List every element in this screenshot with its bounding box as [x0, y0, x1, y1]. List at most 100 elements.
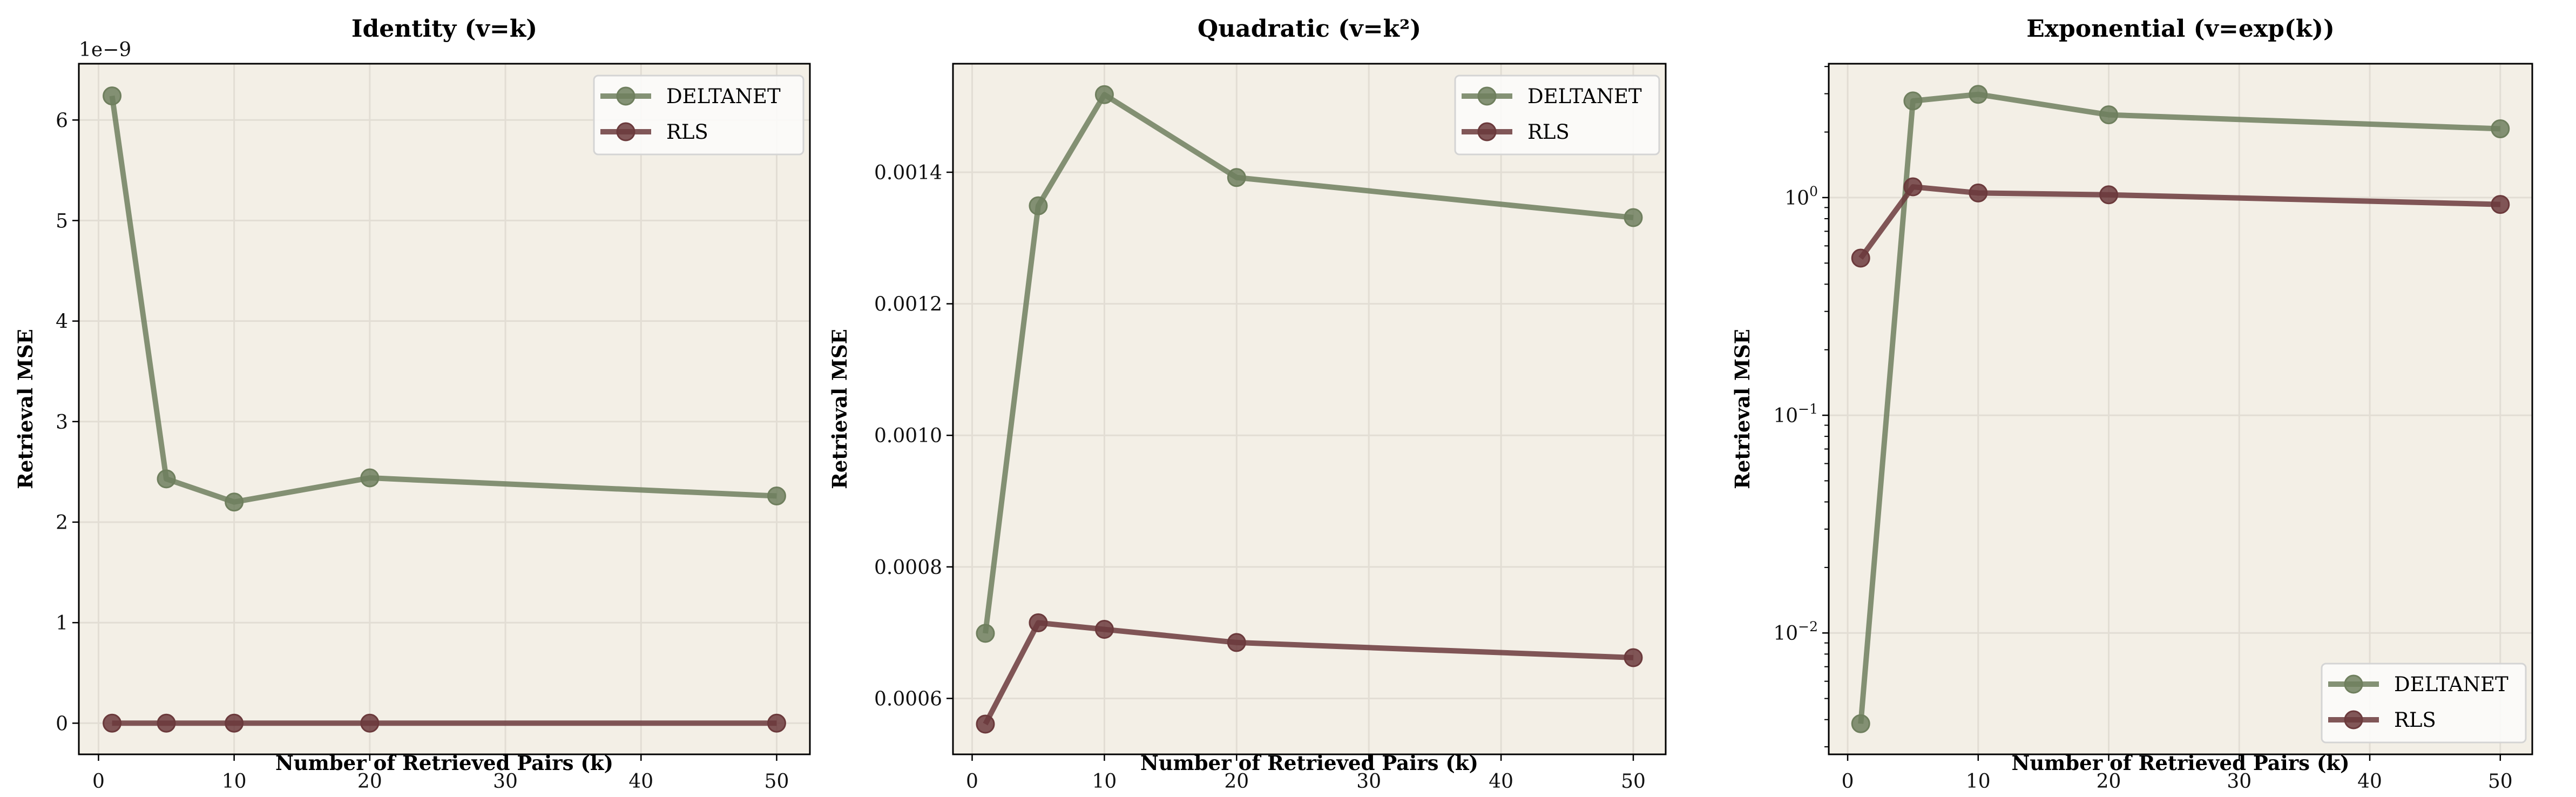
data-point-deltanet [976, 624, 995, 643]
plot-area [1829, 64, 2532, 754]
legend-marker-deltanet [1477, 86, 1497, 106]
data-point-deltanet [1227, 168, 1246, 187]
subplot-3: 0 10 20 30 40 5010−210−1100DELTANETRLSExponen… [1730, 15, 2533, 793]
y-tick-label: 0.0010 [874, 425, 942, 447]
x-tick-label: 30 [493, 771, 518, 793]
x-tick-label: 40 [1489, 771, 1513, 793]
data-point-deltanet [2491, 119, 2510, 139]
x-axis-label: Number of Retrieved Pairs (k) [1140, 751, 1478, 775]
legend-label: RLS [2394, 708, 2436, 732]
data-point-deltanet [360, 468, 380, 488]
subplot-title: Quadratic (v=k²) [1198, 15, 1421, 43]
data-point-deltanet [1029, 196, 1048, 215]
subplot-title: Identity (v=k) [351, 15, 537, 43]
legend: DELTANET RLS [2321, 663, 2527, 744]
legend-label: RLS [666, 120, 708, 144]
axes-frame [1828, 63, 2533, 755]
data-point-deltanet [103, 86, 122, 106]
data-point-rls [1029, 613, 1048, 632]
plot-area [79, 64, 810, 754]
x-tick-label: 40 [2357, 771, 2382, 793]
legend: DELTANET RLS [1454, 75, 1660, 156]
legend-label: DELTANET [1527, 85, 1642, 108]
y-tick-label: 2 [56, 512, 68, 534]
y-axis-label: Retrieval MSE [13, 329, 37, 489]
x-tick-label: 0 [966, 771, 978, 793]
subplot-title: Exponential (v=exp(k)) [2026, 15, 2335, 43]
y-tick-label: 0 [56, 713, 68, 735]
legend-marker-deltanet [616, 86, 635, 106]
x-tick-label: 10 [1966, 771, 1991, 793]
data-point-deltanet [1903, 91, 1923, 111]
x-axis-label: Number of Retrieved Pairs (k) [2011, 751, 2349, 775]
data-point-rls [225, 713, 244, 733]
subplot-2: 0 10 20 30 40 50 0.0006 0.0008 0.0010 0.0012 0.001… [828, 15, 1667, 793]
legend-label: RLS [1527, 120, 1570, 144]
tick-base: 10 [1784, 187, 1809, 210]
tick-exponent: −2 [1798, 619, 1818, 634]
tick-exponent: −1 [1798, 401, 1818, 417]
x-tick-label: 20 [2097, 771, 2121, 793]
data-point-rls [1624, 648, 1643, 667]
y-tick-label: 3 [56, 411, 68, 434]
y-tick-label: 0.0006 [874, 688, 942, 710]
data-point-rls [360, 713, 380, 733]
data-point-deltanet [2099, 105, 2119, 125]
y-tick-label: 6 [56, 110, 68, 132]
x-tick-label: 50 [1621, 771, 1646, 793]
data-point-rls [1903, 177, 1923, 197]
data-point-rls [767, 713, 786, 733]
x-tick-label: 30 [1356, 771, 1381, 793]
data-point-deltanet [767, 487, 786, 506]
legend: DELTANET RLS [593, 75, 804, 156]
x-axis-label: Number of Retrieved Pairs (k) [275, 751, 613, 775]
x-tick-label: 10 [222, 771, 247, 793]
legend-marker-rls [1477, 122, 1497, 141]
y-tick-label: 4 [56, 311, 68, 333]
x-tick-label: 50 [2488, 771, 2513, 793]
legend-label: DELTANET [2394, 673, 2509, 696]
y-tick-label: 0.0008 [874, 557, 942, 579]
data-point-rls [1094, 620, 1114, 639]
y-axis-label: Retrieval MSE [1730, 329, 1754, 489]
legend-marker-rls [2344, 710, 2363, 730]
legend-marker-rls [616, 122, 635, 141]
x-tick-label: 40 [628, 771, 653, 793]
x-tick-label: 20 [357, 771, 382, 793]
data-point-rls [2099, 185, 2119, 205]
x-tick-label: 20 [1224, 771, 1249, 793]
y-tick-label: 1 [56, 612, 68, 634]
data-point-deltanet [157, 469, 176, 489]
data-point-deltanet [1851, 714, 1870, 733]
tick-base: 10 [1773, 405, 1798, 427]
y-tick-label: 5 [56, 210, 68, 232]
data-point-rls [1227, 633, 1246, 652]
axes-frame [952, 63, 1667, 755]
y-tick-label: 0.0012 [874, 294, 942, 316]
subplot-1: 0 10 20 30 40 50 0 1 2 3 4 5 6 1e−9 DELTANET RLS Identit… [13, 15, 811, 793]
data-point-deltanet [225, 492, 244, 512]
data-point-rls [976, 714, 995, 734]
plot-area [953, 64, 1666, 754]
y-offset-label: 1e−9 [79, 39, 131, 61]
x-tick-label: 0 [1842, 771, 1854, 793]
x-tick-label: 30 [2227, 771, 2252, 793]
x-tick-label: 10 [1092, 771, 1117, 793]
y-tick-label: 10−2 [1773, 619, 1818, 645]
data-point-deltanet [1624, 208, 1643, 227]
x-tick-label: 50 [765, 771, 789, 793]
data-point-deltanet [1969, 85, 1988, 104]
y-axis-label: Retrieval MSE [828, 329, 851, 489]
data-point-rls [1969, 183, 1988, 202]
y-tick-label: 0.0014 [874, 162, 942, 184]
x-tick-label: 0 [92, 771, 105, 793]
data-point-rls [2491, 195, 2510, 214]
y-tick-label: 10−1 [1773, 401, 1818, 427]
data-point-deltanet [1094, 85, 1114, 104]
legend-marker-deltanet [2344, 674, 2363, 694]
tick-base: 10 [1773, 623, 1798, 645]
y-tick-label: 100 [1784, 184, 1818, 210]
data-point-rls [1851, 248, 1870, 268]
tick-exponent: 0 [1809, 184, 1818, 199]
